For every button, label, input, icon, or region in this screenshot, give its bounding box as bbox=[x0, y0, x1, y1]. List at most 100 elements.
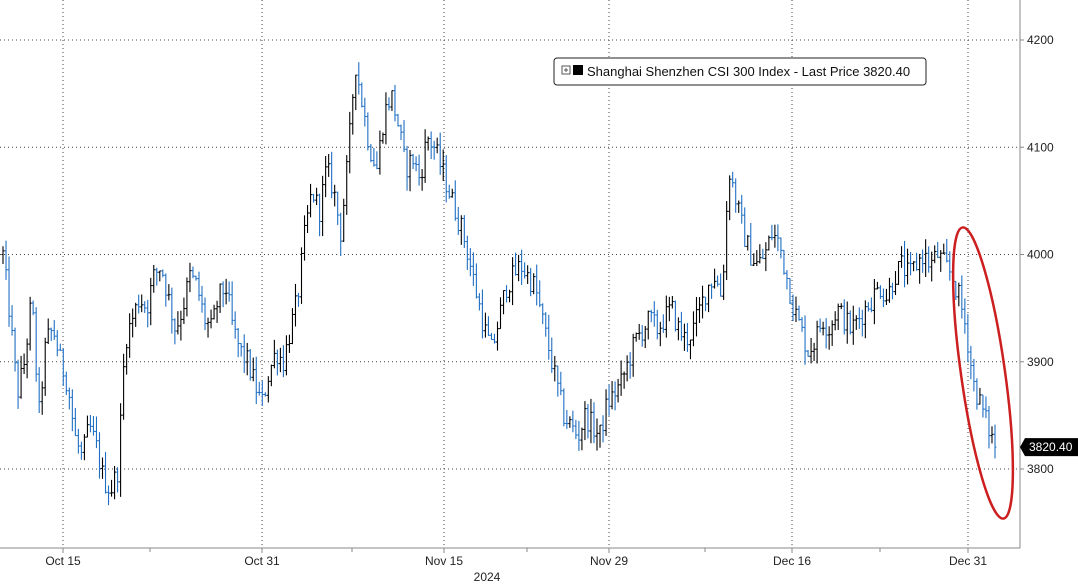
price-bar bbox=[906, 248, 910, 285]
price-bar bbox=[960, 275, 964, 319]
price-bar bbox=[309, 183, 313, 218]
price-bar bbox=[568, 416, 572, 428]
price-bar bbox=[758, 244, 762, 264]
price-bar bbox=[312, 193, 316, 203]
price-bar bbox=[429, 131, 433, 159]
price-bar bbox=[836, 303, 840, 330]
price-bar bbox=[619, 360, 623, 396]
price-bar bbox=[544, 312, 548, 337]
price-bar bbox=[878, 285, 882, 300]
price-bar bbox=[239, 343, 243, 357]
price-bar bbox=[622, 371, 626, 389]
price-bar bbox=[52, 320, 56, 340]
price-bar bbox=[866, 302, 870, 312]
price-bar bbox=[993, 424, 997, 459]
price-bar bbox=[318, 193, 322, 237]
price-bar bbox=[776, 224, 780, 252]
price-bar bbox=[535, 264, 539, 306]
price-bar bbox=[423, 129, 427, 183]
price-bar bbox=[119, 403, 123, 497]
price-bar bbox=[571, 410, 575, 433]
price-bar bbox=[37, 367, 41, 414]
price-bar bbox=[67, 387, 71, 410]
price-bar bbox=[854, 315, 858, 330]
price-bar bbox=[483, 312, 487, 338]
price-bar bbox=[339, 212, 343, 257]
price-bar bbox=[131, 308, 135, 338]
price-bar bbox=[176, 311, 180, 335]
price-bar bbox=[438, 132, 442, 175]
price-bar bbox=[779, 237, 783, 259]
price-bar bbox=[984, 396, 988, 419]
price-bar bbox=[682, 323, 686, 351]
price-bar bbox=[73, 407, 77, 437]
price-bar bbox=[137, 294, 141, 314]
price-bar bbox=[574, 419, 578, 440]
price-bar bbox=[713, 268, 717, 289]
price-bar bbox=[173, 318, 177, 345]
price-bar bbox=[70, 389, 74, 432]
price-bar bbox=[266, 376, 270, 403]
price-bar bbox=[616, 378, 620, 403]
price-bar bbox=[927, 246, 931, 273]
price-bar bbox=[667, 296, 671, 322]
price-bar bbox=[918, 253, 922, 284]
price-bar bbox=[930, 251, 934, 282]
price-bar bbox=[387, 97, 391, 111]
price-bar bbox=[167, 284, 171, 301]
price-bar bbox=[474, 263, 478, 299]
price-bar bbox=[444, 155, 448, 203]
price-bar bbox=[547, 314, 551, 360]
price-bar bbox=[110, 479, 114, 497]
price-bar bbox=[688, 339, 692, 360]
x-tick-label: Dec 16 bbox=[773, 554, 811, 568]
price-bar bbox=[526, 265, 530, 285]
price-bar bbox=[517, 254, 521, 282]
price-bar bbox=[158, 270, 162, 282]
price-bar bbox=[565, 409, 569, 429]
price-bar bbox=[740, 194, 744, 224]
price-bar bbox=[471, 252, 475, 286]
price-bar bbox=[830, 320, 834, 346]
price-bar bbox=[206, 317, 210, 338]
price-bar bbox=[321, 175, 325, 237]
price-bar bbox=[743, 207, 747, 247]
price-bar bbox=[731, 171, 735, 188]
price-bar bbox=[248, 348, 252, 381]
price-bar bbox=[773, 224, 777, 248]
highlight-ellipse bbox=[951, 226, 1015, 520]
price-bar bbox=[610, 381, 614, 410]
price-bar bbox=[845, 301, 849, 344]
price-bar bbox=[260, 380, 264, 407]
price-bar bbox=[164, 273, 168, 307]
price-bar bbox=[764, 242, 768, 272]
price-bar bbox=[538, 280, 542, 308]
price-bar bbox=[408, 149, 412, 192]
price-bar bbox=[254, 356, 258, 405]
price-bar bbox=[468, 248, 472, 277]
price-bar bbox=[734, 178, 738, 213]
price-bar bbox=[514, 252, 518, 276]
price-bar bbox=[290, 308, 294, 345]
price-bar bbox=[161, 269, 165, 278]
price-bar bbox=[426, 136, 430, 151]
price-bar bbox=[58, 343, 62, 351]
price-bar bbox=[278, 347, 282, 373]
price-bar bbox=[924, 239, 928, 277]
price-bar bbox=[511, 257, 515, 306]
price-bar bbox=[61, 348, 65, 386]
price-bar bbox=[523, 262, 527, 279]
legend-swatch-icon bbox=[573, 65, 583, 75]
price-bar bbox=[942, 243, 946, 255]
price-bar bbox=[833, 311, 837, 331]
price-bar bbox=[746, 235, 750, 251]
price-bar bbox=[19, 355, 23, 399]
price-bar bbox=[691, 311, 695, 347]
price-bar bbox=[963, 298, 967, 334]
price-bar bbox=[634, 332, 638, 342]
price-bar bbox=[559, 371, 563, 396]
price-bar bbox=[336, 191, 340, 226]
price-bar bbox=[281, 345, 285, 378]
price-bar bbox=[604, 389, 608, 436]
